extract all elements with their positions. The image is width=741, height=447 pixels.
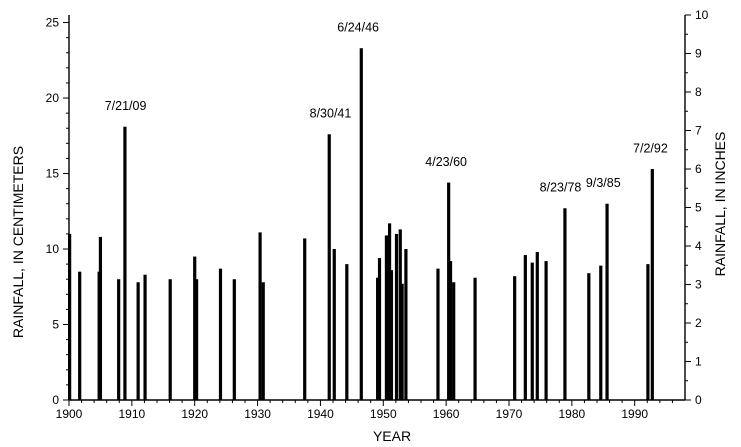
bar	[513, 276, 517, 400]
bar	[394, 233, 399, 400]
bar	[232, 279, 236, 400]
bar	[136, 282, 140, 400]
right-y-tick-label: 5	[695, 201, 702, 215]
bar	[535, 252, 539, 400]
bar	[123, 126, 127, 400]
event-date-label: 7/2/92	[633, 141, 668, 155]
bar	[398, 229, 402, 400]
x-axis-title: YEAR	[373, 428, 411, 444]
left-y-tick-label: 5	[52, 318, 59, 332]
right-y-tick-label: 4	[695, 239, 702, 253]
event-date-label: 7/21/09	[105, 99, 147, 113]
x-tick-label: 1990	[621, 407, 648, 421]
bar	[193, 256, 197, 400]
bar	[646, 264, 650, 400]
right-y-tick-label: 3	[695, 278, 702, 292]
left-y-tick-label: 25	[46, 16, 60, 30]
x-tick-label: 1950	[370, 407, 397, 421]
bar	[98, 236, 103, 400]
right-y-tick-label: 0	[695, 393, 702, 407]
x-tick-label: 1910	[119, 407, 146, 421]
bar	[599, 265, 603, 400]
bar	[605, 203, 609, 400]
bar	[650, 169, 654, 400]
bar	[400, 283, 404, 400]
bar	[376, 277, 380, 400]
bar	[327, 134, 331, 400]
bar	[452, 282, 456, 400]
bar	[436, 268, 440, 400]
x-tick-label: 1900	[56, 407, 83, 421]
bar	[563, 208, 567, 400]
right-y-tick-label: 9	[695, 47, 702, 61]
bar	[447, 182, 451, 400]
bar	[473, 277, 477, 400]
right-y-tick-label: 1	[695, 355, 702, 369]
right-y-tick-label: 6	[695, 162, 702, 176]
left-y-tick-label: 15	[46, 167, 60, 181]
event-date-label: 8/23/78	[540, 181, 582, 195]
bar	[345, 264, 349, 400]
bar	[377, 258, 382, 400]
event-date-label: 9/3/85	[586, 176, 621, 190]
bar	[544, 261, 548, 400]
event-date-label: 4/23/60	[425, 155, 467, 169]
bar	[258, 232, 262, 400]
bar	[404, 249, 408, 400]
bar	[143, 274, 147, 400]
bar	[359, 48, 363, 400]
event-date-label: 8/30/41	[310, 107, 352, 121]
x-tick-label: 1920	[181, 407, 208, 421]
bar	[389, 270, 394, 400]
bar	[117, 279, 121, 400]
bar	[530, 262, 534, 400]
bar	[195, 279, 199, 400]
right-y-axis-title: RAINFALL, IN INCHES	[712, 132, 728, 277]
bars-group	[68, 48, 654, 400]
left-y-axis-title: RAINFALL, IN CENTIMETERS	[10, 146, 26, 338]
bar	[332, 249, 336, 400]
right-y-tick-label: 2	[695, 316, 702, 330]
right-y-tick-label: 8	[695, 85, 702, 99]
bar	[523, 255, 527, 400]
bar	[587, 273, 591, 400]
right-y-tick-label: 7	[695, 124, 702, 138]
left-y-tick-label: 20	[46, 91, 60, 105]
bar	[261, 282, 265, 400]
bar	[78, 271, 82, 400]
annotations-group: 7/21/09 8/30/41 6/24/46 4/23/60 8/23/78 9/3/8…	[105, 21, 668, 195]
right-y-tick-label: 10	[695, 8, 709, 22]
event-date-label: 6/24/46	[337, 21, 379, 35]
bar	[387, 223, 392, 400]
left-y-tick-label: 0	[52, 393, 59, 407]
ticks-group: 1900 1910 1920 1930 1940 1950 1960 1970 1980 1990…	[46, 8, 709, 421]
bar	[384, 235, 389, 400]
x-tick-label: 1970	[496, 407, 523, 421]
bar	[448, 261, 453, 400]
x-tick-label: 1980	[559, 407, 586, 421]
bar	[303, 238, 307, 400]
bar	[218, 268, 223, 400]
x-tick-label: 1940	[307, 407, 334, 421]
x-tick-label: 1930	[244, 407, 271, 421]
left-y-tick-label: 10	[46, 242, 60, 256]
bar	[168, 279, 172, 400]
x-tick-label: 1960	[433, 407, 460, 421]
